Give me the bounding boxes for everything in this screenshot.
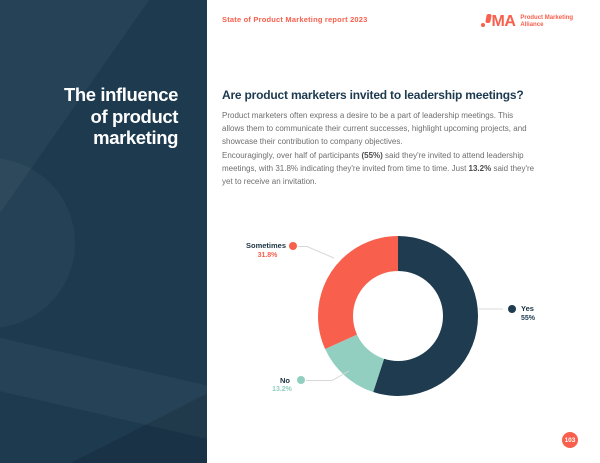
legend-label-no: No — [280, 376, 290, 385]
legend-dot-no — [297, 376, 305, 384]
page-number-badge: 103 — [562, 432, 578, 448]
paragraph-2-text: Encouragingly, over half of participants — [222, 151, 362, 160]
paragraph-2-text: said they're yet to receive an invitatio… — [222, 163, 535, 186]
chapter-title: The influence of product marketing — [63, 84, 178, 148]
section-heading: Are product marketers invited to leaders… — [222, 88, 524, 102]
paragraph-2-text: said they're invited to attend leadershi… — [222, 151, 524, 173]
donut-segment-sometimes — [318, 236, 478, 396]
sidebar: The influence of product marketing — [0, 0, 207, 463]
logo-letters: MA — [491, 13, 516, 30]
pma-logo-icon: MA — [481, 13, 516, 30]
logo-dot-icon — [481, 23, 485, 27]
sidebar-watermark-circle — [0, 158, 75, 328]
logo-name-line2: Alliance — [520, 22, 544, 28]
legend-label-sometimes: Sometimes — [246, 241, 287, 250]
logo-name: Product Marketing Alliance — [520, 14, 573, 29]
legend-dot-sometimes — [289, 242, 297, 250]
pma-logo: MA Product Marketing Alliance — [481, 13, 573, 30]
legend-dot-yes — [508, 305, 516, 313]
report-title: State of Product Marketing report 2023 — [222, 15, 368, 24]
legend-label-yes: Yes — [521, 304, 534, 313]
paragraph-1: Product marketers often express a desire… — [222, 111, 527, 146]
logo-quote-icon — [485, 14, 492, 23]
legend-value-sometimes: 31.8% — [257, 252, 278, 259]
legend-value-yes: 55% — [521, 315, 536, 322]
paragraph-2: Encouragingly, over half of participants… — [222, 150, 536, 188]
legend-value-no: 13.2% — [272, 386, 292, 393]
logo-name-line1: Product Marketing — [520, 15, 574, 21]
donut-chart — [318, 236, 478, 396]
stat-13pct: 13.2% — [468, 163, 492, 173]
stat-55pct: (55%) — [361, 151, 383, 160]
